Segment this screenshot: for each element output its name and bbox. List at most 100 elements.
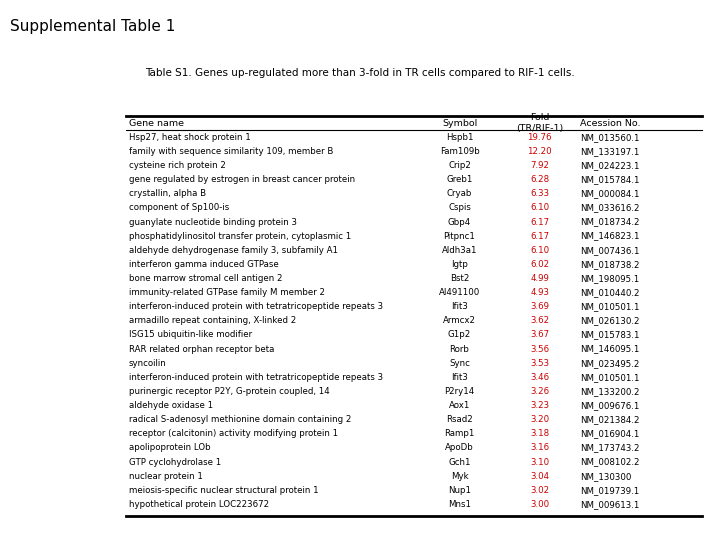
Text: Hsp27, heat shock protein 1: Hsp27, heat shock protein 1 — [129, 133, 251, 142]
Text: 4.99: 4.99 — [530, 274, 549, 283]
Text: 3.10: 3.10 — [530, 457, 549, 467]
Text: NM_010440.2: NM_010440.2 — [580, 288, 639, 297]
Text: family with sequence similarity 109, member B: family with sequence similarity 109, mem… — [129, 147, 333, 156]
Text: P2ry14: P2ry14 — [444, 387, 474, 396]
Text: Acession No.: Acession No. — [580, 119, 640, 127]
Text: Igtp: Igtp — [451, 260, 468, 269]
Text: hypothetical protein LOC223672: hypothetical protein LOC223672 — [129, 500, 269, 509]
Text: AI491100: AI491100 — [439, 288, 480, 297]
Text: NM_010501.1: NM_010501.1 — [580, 302, 639, 311]
Text: Pitpnc1: Pitpnc1 — [444, 232, 475, 241]
Text: NM_013560.1: NM_013560.1 — [580, 133, 639, 142]
Text: NM_015784.1: NM_015784.1 — [580, 175, 639, 184]
Text: immunity-related GTPase family M member 2: immunity-related GTPase family M member … — [129, 288, 325, 297]
Text: Rorb: Rorb — [449, 345, 469, 354]
Text: 19.76: 19.76 — [527, 133, 552, 142]
Text: NM_009613.1: NM_009613.1 — [580, 500, 639, 509]
Text: 7.92: 7.92 — [530, 161, 549, 170]
Text: Bst2: Bst2 — [450, 274, 469, 283]
Text: NM_018738.2: NM_018738.2 — [580, 260, 639, 269]
Text: GTP cyclohydrolase 1: GTP cyclohydrolase 1 — [129, 457, 221, 467]
Text: 6.10: 6.10 — [530, 204, 549, 212]
Text: bone marrow stromal cell antigen 2: bone marrow stromal cell antigen 2 — [129, 274, 282, 283]
Text: 6.28: 6.28 — [530, 175, 549, 184]
Text: radical S-adenosyl methionine domain containing 2: radical S-adenosyl methionine domain con… — [129, 415, 351, 424]
Text: apolipoprotein LOb: apolipoprotein LOb — [129, 443, 210, 453]
Text: NM_023495.2: NM_023495.2 — [580, 359, 639, 368]
Text: 6.17: 6.17 — [530, 232, 549, 241]
Text: crystallin, alpha B: crystallin, alpha B — [129, 189, 206, 198]
Text: Rsad2: Rsad2 — [446, 415, 473, 424]
Text: 3.26: 3.26 — [530, 387, 549, 396]
Text: NM_018734.2: NM_018734.2 — [580, 218, 639, 226]
Text: 3.67: 3.67 — [530, 330, 549, 340]
Text: Cspis: Cspis — [448, 204, 471, 212]
Text: interferon-induced protein with tetratricopeptide repeats 3: interferon-induced protein with tetratri… — [129, 373, 383, 382]
Text: G1p2: G1p2 — [448, 330, 471, 340]
Text: Aldh3a1: Aldh3a1 — [442, 246, 477, 255]
Text: RAR related orphan receptor beta: RAR related orphan receptor beta — [129, 345, 274, 354]
Text: 3.69: 3.69 — [530, 302, 549, 311]
Text: 3.04: 3.04 — [530, 471, 549, 481]
Text: NM_146095.1: NM_146095.1 — [580, 345, 639, 354]
Text: Cryab: Cryab — [447, 189, 472, 198]
Text: NM_019739.1: NM_019739.1 — [580, 486, 639, 495]
Text: 3.18: 3.18 — [530, 429, 549, 438]
Text: Armcx2: Armcx2 — [443, 316, 476, 325]
Text: syncoilin: syncoilin — [129, 359, 166, 368]
Text: 3.56: 3.56 — [530, 345, 549, 354]
Text: 6.02: 6.02 — [530, 260, 549, 269]
Text: Mns1: Mns1 — [448, 500, 471, 509]
Text: NM_016904.1: NM_016904.1 — [580, 429, 639, 438]
Text: 3.16: 3.16 — [530, 443, 549, 453]
Text: 3.02: 3.02 — [530, 486, 549, 495]
Text: Myk: Myk — [451, 471, 468, 481]
Text: Nup1: Nup1 — [448, 486, 471, 495]
Text: NM_133200.2: NM_133200.2 — [580, 387, 639, 396]
Text: Fold
(TR/RIF-1): Fold (TR/RIF-1) — [516, 113, 563, 133]
Text: aldehyde oxidase 1: aldehyde oxidase 1 — [129, 401, 213, 410]
Text: receptor (calcitonin) activity modifying protein 1: receptor (calcitonin) activity modifying… — [129, 429, 338, 438]
Text: 3.46: 3.46 — [530, 373, 549, 382]
Text: Fam109b: Fam109b — [440, 147, 480, 156]
Text: 3.20: 3.20 — [530, 415, 549, 424]
Text: 3.53: 3.53 — [530, 359, 549, 368]
Text: Ifit3: Ifit3 — [451, 302, 468, 311]
Text: 6.17: 6.17 — [530, 218, 549, 226]
Text: NM_198095.1: NM_198095.1 — [580, 274, 639, 283]
Text: 4.93: 4.93 — [530, 288, 549, 297]
Text: ISG15 ubiquitin-like modifier: ISG15 ubiquitin-like modifier — [129, 330, 252, 340]
Text: NM_133197.1: NM_133197.1 — [580, 147, 639, 156]
Text: cysteine rich protein 2: cysteine rich protein 2 — [129, 161, 226, 170]
Text: armadillo repeat containing, X-linked 2: armadillo repeat containing, X-linked 2 — [129, 316, 296, 325]
Text: Ramp1: Ramp1 — [444, 429, 474, 438]
Text: 12.20: 12.20 — [527, 147, 552, 156]
Text: gene regulated by estrogen in breast cancer protein: gene regulated by estrogen in breast can… — [129, 175, 355, 184]
Text: nuclear protein 1: nuclear protein 1 — [129, 471, 203, 481]
Text: NM_146823.1: NM_146823.1 — [580, 232, 639, 241]
Text: NM_015783.1: NM_015783.1 — [580, 330, 639, 340]
Text: interferon gamma induced GTPase: interferon gamma induced GTPase — [129, 260, 279, 269]
Text: component of Sp100-is: component of Sp100-is — [129, 204, 229, 212]
Text: NM_033616.2: NM_033616.2 — [580, 204, 639, 212]
Text: NM_173743.2: NM_173743.2 — [580, 443, 639, 453]
Text: Table S1. Genes up-regulated more than 3-fold in TR cells compared to RIF-1 cell: Table S1. Genes up-regulated more than 3… — [145, 68, 575, 78]
Text: 3.23: 3.23 — [530, 401, 549, 410]
Text: 3.00: 3.00 — [530, 500, 549, 509]
Text: ApoDb: ApoDb — [445, 443, 474, 453]
Text: Gbp4: Gbp4 — [448, 218, 471, 226]
Text: purinergic receptor P2Y, G-protein coupled, 14: purinergic receptor P2Y, G-protein coupl… — [129, 387, 330, 396]
Text: Crip2: Crip2 — [448, 161, 471, 170]
Text: NM_009676.1: NM_009676.1 — [580, 401, 639, 410]
Text: NM_008102.2: NM_008102.2 — [580, 457, 639, 467]
Text: guanylate nucleotide binding protein 3: guanylate nucleotide binding protein 3 — [129, 218, 297, 226]
Text: Sync: Sync — [449, 359, 470, 368]
Text: NM_021384.2: NM_021384.2 — [580, 415, 639, 424]
Text: Hspb1: Hspb1 — [446, 133, 473, 142]
Text: 6.10: 6.10 — [530, 246, 549, 255]
Text: NM_010501.1: NM_010501.1 — [580, 373, 639, 382]
Text: 6.33: 6.33 — [530, 189, 549, 198]
Text: NM_024223.1: NM_024223.1 — [580, 161, 639, 170]
Text: NM_130300: NM_130300 — [580, 471, 631, 481]
Text: Gene name: Gene name — [129, 119, 184, 127]
